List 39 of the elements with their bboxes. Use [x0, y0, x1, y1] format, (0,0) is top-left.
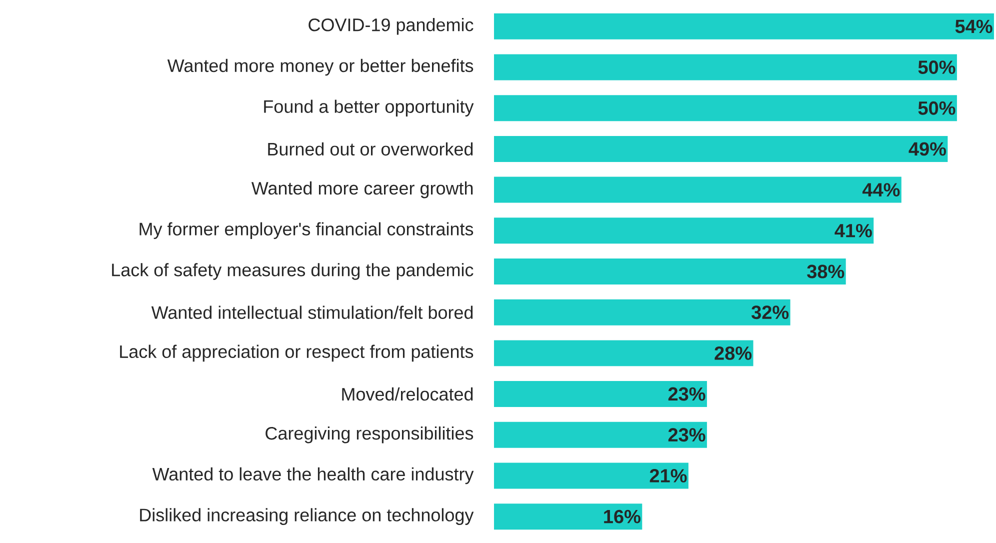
- data-label: 54%: [955, 20, 992, 34]
- data-label: 23%: [668, 428, 706, 442]
- y-tick-label: Moved/relocated: [342, 387, 473, 401]
- data-label: 32%: [752, 306, 789, 320]
- bar: [494, 299, 790, 326]
- data-label: 28%: [714, 346, 752, 360]
- y-tick-label: COVID-19 pandemic: [308, 18, 474, 35]
- bar: [494, 340, 754, 366]
- bar: [494, 258, 846, 284]
- y-tick-label: Lack of safety measures during the pandemic: [112, 263, 474, 280]
- y-tick-label: Burned out or overworked: [268, 142, 473, 156]
- y-tick-label: Caregiving responsibilities: [266, 426, 474, 444]
- bar: [494, 422, 707, 448]
- data-label: 50%: [918, 101, 956, 115]
- bar: [494, 13, 994, 40]
- bar: [494, 95, 957, 122]
- y-tick-label: My former employer's financial constraints: [140, 222, 474, 240]
- bar: [494, 381, 707, 408]
- y-tick-label: Lack of appreciation or respect from patients: [120, 344, 474, 362]
- bar: [494, 462, 688, 489]
- data-label: 38%: [807, 264, 844, 278]
- data-label: 16%: [604, 510, 640, 524]
- y-tick-label: Wanted more career growth: [251, 181, 473, 198]
- y-tick-label: Disliked increasing reliance on technology: [140, 508, 474, 525]
- data-label: 21%: [650, 469, 687, 482]
- bar: [494, 218, 874, 244]
- data-label: 41%: [834, 224, 872, 238]
- bar: [494, 136, 948, 162]
- bar: [494, 504, 642, 530]
- data-label: 23%: [668, 387, 706, 401]
- data-label: 50%: [918, 60, 956, 74]
- y-tick-label: Found a better opportunity: [264, 100, 474, 116]
- y-tick-label: Wanted to leave the health care industry: [152, 467, 474, 484]
- y-tick-label: Wanted intellectual stimulation/felt bored: [151, 306, 473, 319]
- data-label: 44%: [862, 183, 900, 196]
- bar: [494, 54, 957, 80]
- data-label: 49%: [908, 142, 946, 156]
- y-tick-label: Wanted more money or better benefits: [167, 58, 474, 76]
- bar: [494, 176, 902, 203]
